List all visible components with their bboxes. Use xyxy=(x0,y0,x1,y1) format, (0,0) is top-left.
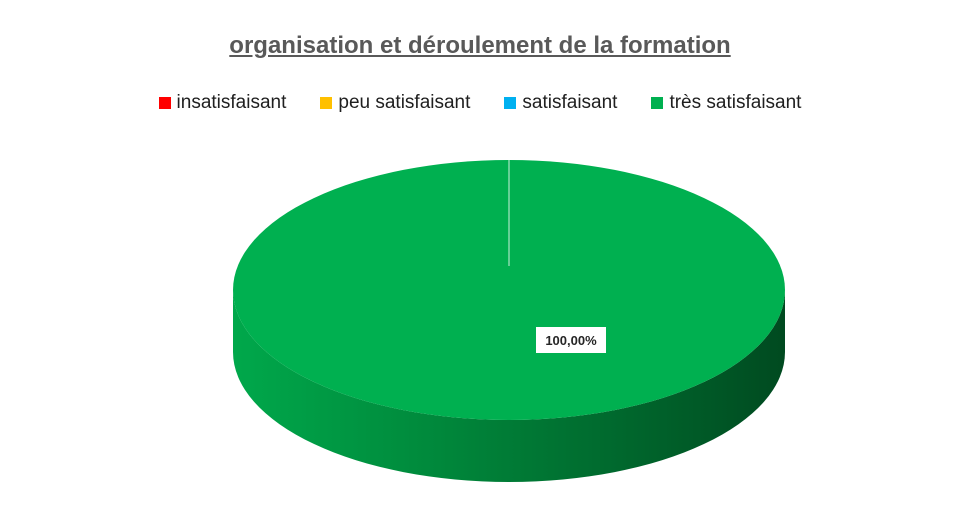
legend-swatch-insatisfaisant xyxy=(158,97,171,109)
legend-item-peu-satisfaisant: peu satisfaisant xyxy=(320,92,470,114)
pie-layer xyxy=(233,160,785,482)
legend-label-peu-satisfaisant: peu satisfaisant xyxy=(338,92,471,113)
legend-swatch-satisfaisant xyxy=(504,97,517,109)
data-label-text: 100,00% xyxy=(545,333,597,348)
legend-label-satisfaisant: satisfaisant xyxy=(522,92,618,113)
pie-side xyxy=(233,290,785,482)
legend-label-tres-satisfaisant: très satisfaisant xyxy=(669,92,802,113)
legend-item-insatisfaisant: insatisfaisant xyxy=(158,92,287,114)
data-label-layer: 100,00% xyxy=(536,327,606,353)
legend-swatch-tres-satisfaisant xyxy=(651,97,664,109)
data-label-tr-s-satisfaisant: 100,00% xyxy=(536,327,606,353)
data-label-box xyxy=(536,327,606,353)
legend-label-insatisfaisant: insatisfaisant xyxy=(176,92,287,113)
chart-title: organisation et déroulement de la format… xyxy=(229,32,731,59)
legend-swatch-peu-satisfaisant xyxy=(320,97,333,109)
legend: insatisfaisant peu satisfaisant satisfai… xyxy=(0,92,960,114)
legend-item-satisfaisant: satisfaisant xyxy=(504,92,617,114)
legend-item-tres-satisfaisant: très satisfaisant xyxy=(651,92,801,114)
pie-slice-tr-s-satisfaisant xyxy=(233,160,785,420)
